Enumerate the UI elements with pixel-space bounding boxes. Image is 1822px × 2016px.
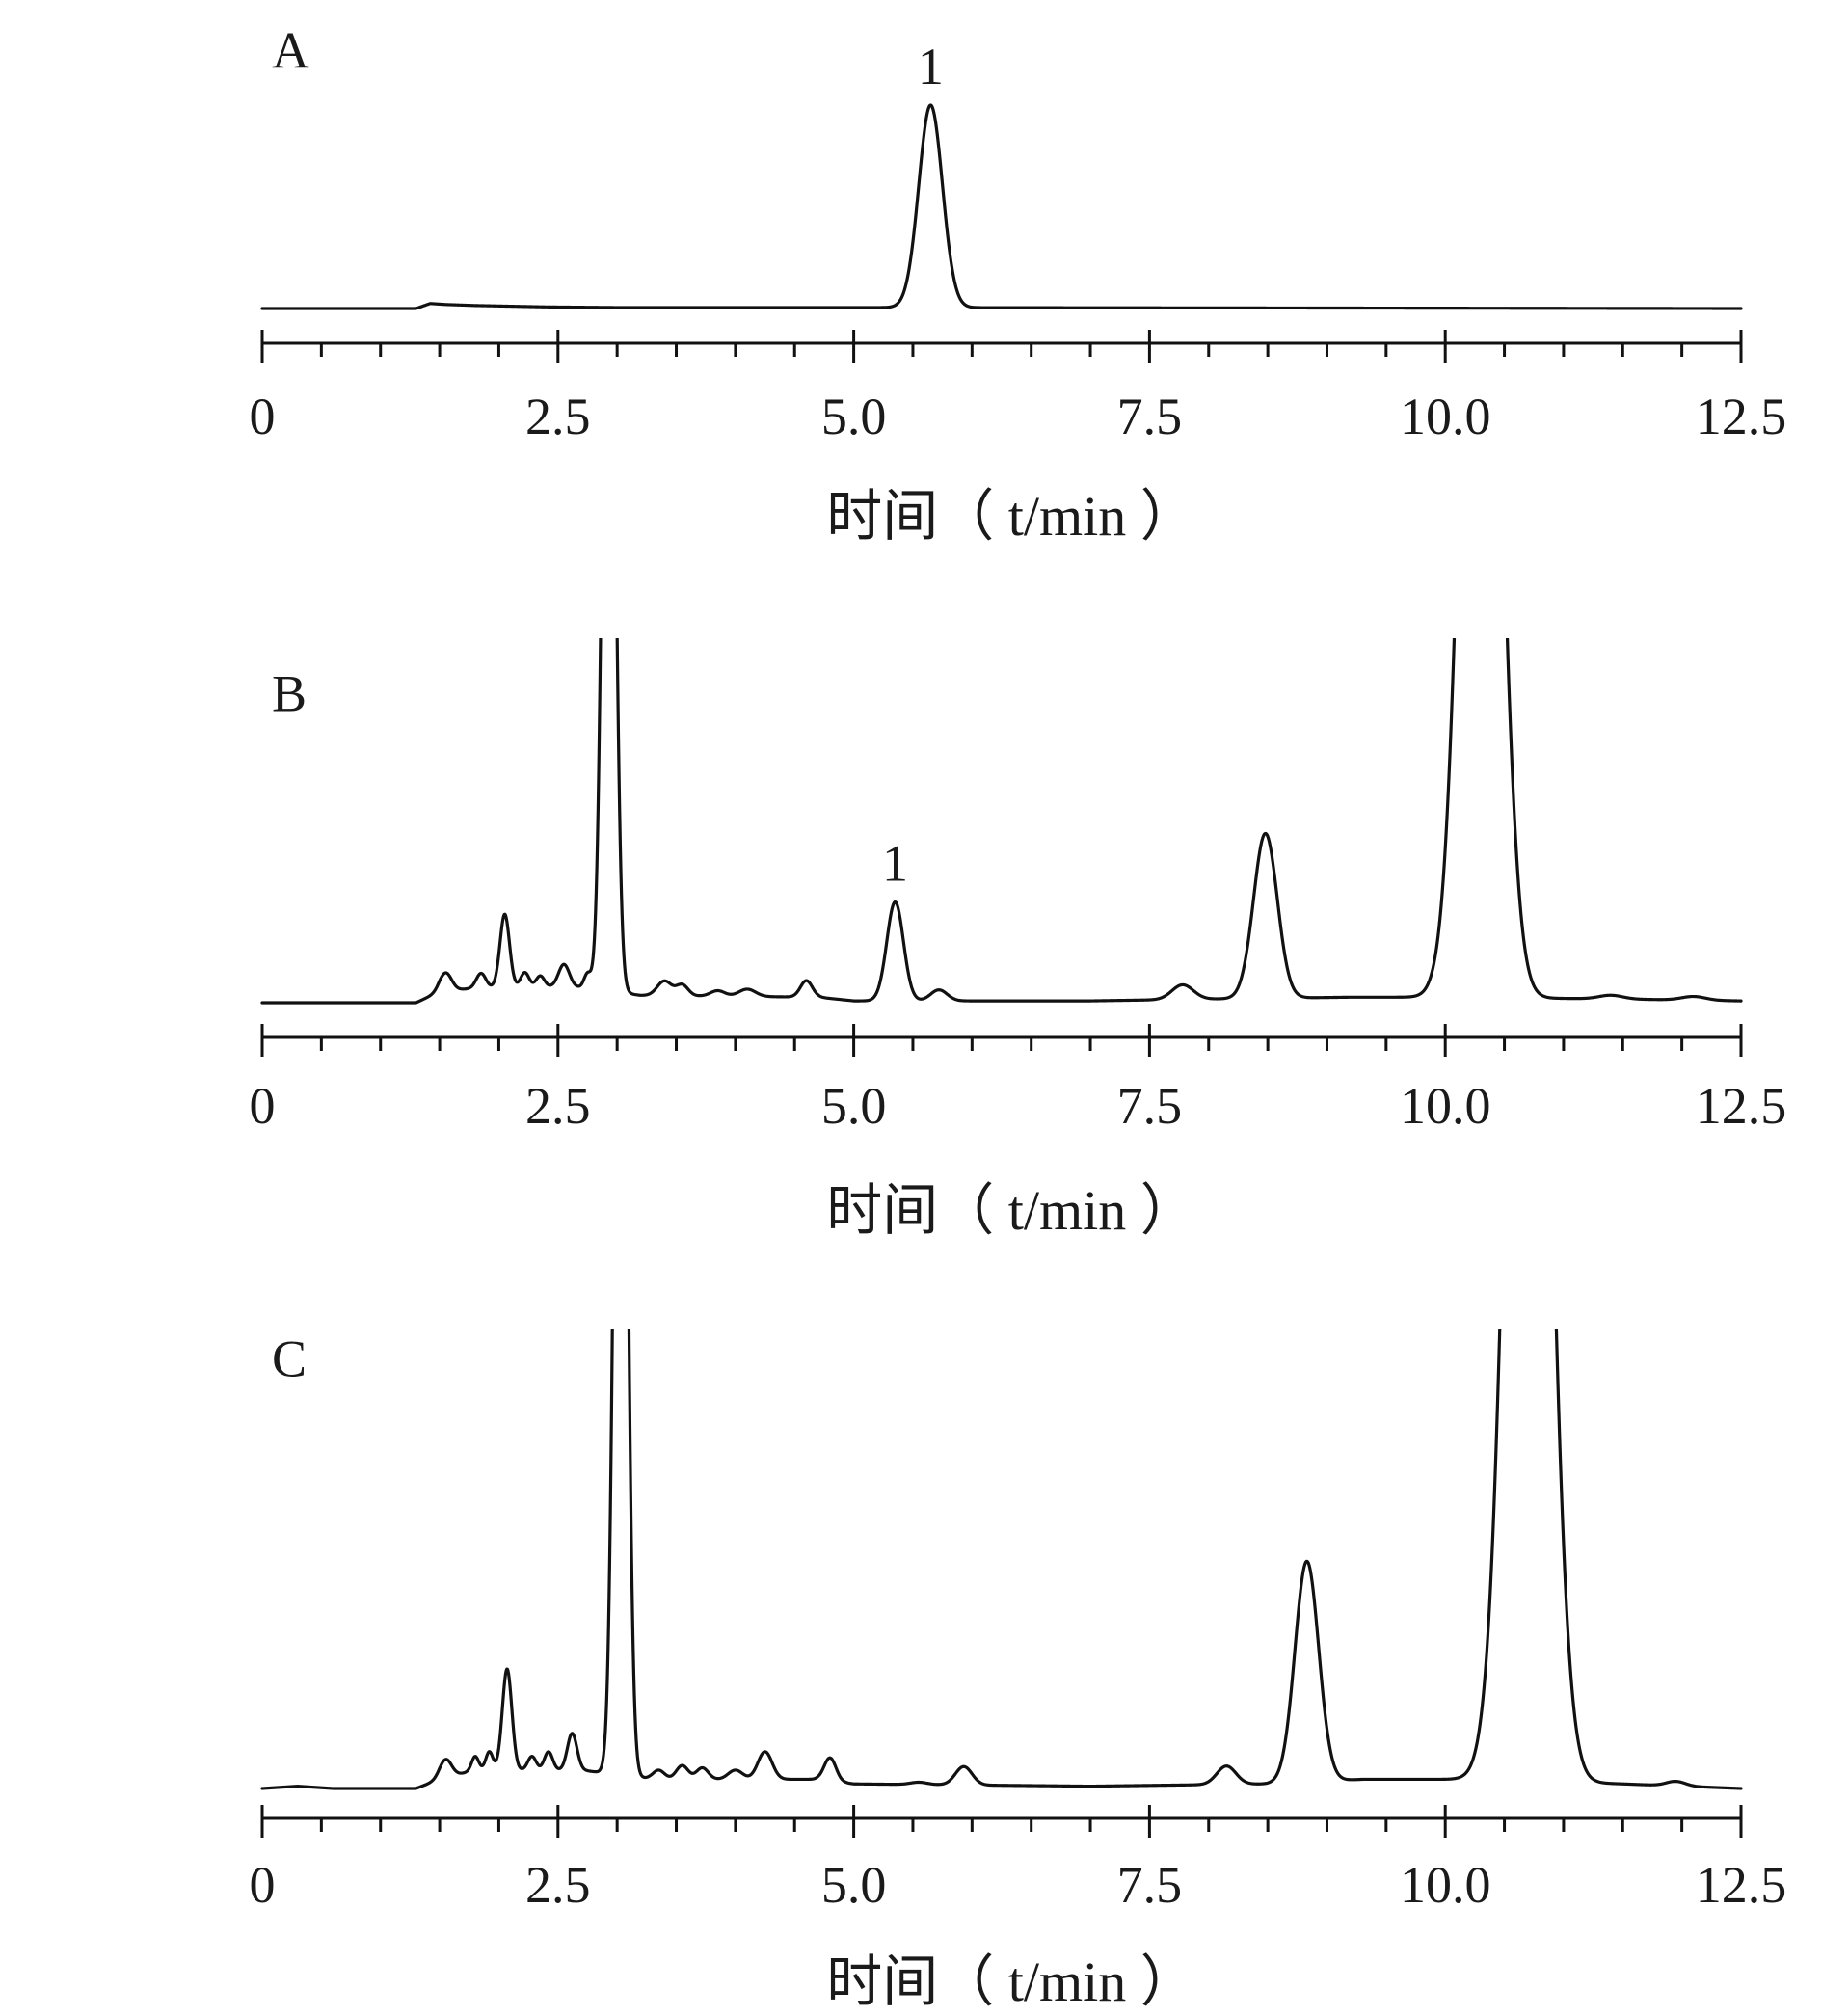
panel-label: C <box>272 1330 307 1387</box>
x-tick-label: 2.5 <box>525 388 591 445</box>
x-tick-label: 2.5 <box>525 1856 591 1914</box>
x-tick-label: 12.5 <box>1696 388 1787 445</box>
x-tick-label: 10.0 <box>1400 1077 1491 1135</box>
chromatogram-trace <box>260 638 1743 1005</box>
x-tick-label: 7.5 <box>1117 1077 1183 1135</box>
x-tick-label: 12.5 <box>1696 1077 1787 1135</box>
x-tick-label: 12.5 <box>1696 1856 1787 1914</box>
chromatogram-trace <box>260 103 1743 310</box>
panel-label: B <box>272 664 307 722</box>
chromatogram-trace <box>260 1329 1743 1790</box>
x-axis-label: 时间（ t/min ） <box>826 485 1195 548</box>
panel-c: C 0 2.5 5.0 7.5 10.0 12.5 时间（ t/min ） <box>250 1329 1787 2013</box>
panel-a: A 1 0 2.5 5.0 7.5 10.0 12.5 时间（ t/min ） <box>250 21 1787 548</box>
peak-label: 1 <box>882 835 908 893</box>
x-tick-label: 5.0 <box>821 1077 887 1135</box>
peak-label: 1 <box>918 38 944 95</box>
x-axis-label: 时间（ t/min ） <box>826 1950 1195 2011</box>
x-tick-label: 10.0 <box>1400 1856 1491 1914</box>
x-tick-label: 0 <box>250 388 276 445</box>
x-tick-label: 5.0 <box>821 1856 887 1914</box>
panel-label: A <box>272 21 309 79</box>
x-tick-label: 2.5 <box>525 1077 591 1135</box>
x-tick-label: 7.5 <box>1117 1856 1183 1914</box>
x-tick-label: 10.0 <box>1400 388 1491 445</box>
panel-b: B 1 0 2.5 5.0 7.5 10.0 12.5 时间（ t/min ） <box>250 638 1787 1242</box>
x-tick-label: 0 <box>250 1856 276 1914</box>
x-tick-label: 5.0 <box>821 388 887 445</box>
x-axis-label: 时间（ t/min ） <box>826 1179 1195 1242</box>
x-tick-label: 7.5 <box>1117 388 1183 445</box>
x-tick-label: 0 <box>250 1077 276 1135</box>
